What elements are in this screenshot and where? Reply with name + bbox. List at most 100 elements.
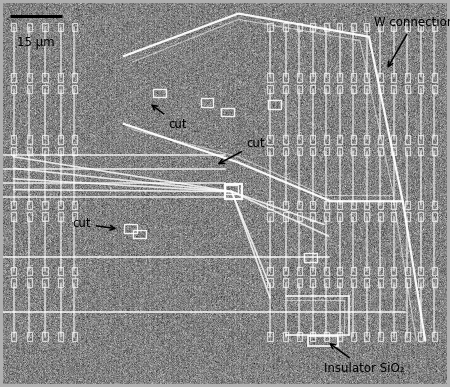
- Bar: [11, 135, 16, 144]
- Bar: [27, 147, 32, 155]
- Bar: [391, 212, 396, 221]
- Bar: [58, 201, 63, 209]
- Bar: [432, 73, 437, 82]
- Bar: [283, 147, 288, 155]
- Bar: [364, 23, 369, 31]
- Bar: [297, 332, 302, 341]
- Bar: [310, 278, 315, 287]
- Bar: [201, 98, 213, 107]
- Bar: [364, 73, 369, 82]
- Bar: [283, 23, 288, 31]
- Bar: [418, 73, 423, 82]
- Bar: [378, 212, 383, 221]
- Bar: [432, 267, 437, 275]
- Bar: [58, 332, 63, 341]
- Bar: [432, 278, 437, 287]
- Bar: [27, 278, 32, 287]
- Bar: [351, 135, 356, 144]
- Bar: [283, 332, 288, 341]
- Bar: [283, 201, 288, 209]
- Bar: [324, 212, 329, 221]
- Bar: [153, 89, 166, 97]
- Bar: [351, 201, 356, 209]
- Bar: [58, 73, 63, 82]
- Bar: [11, 85, 16, 93]
- Bar: [391, 85, 396, 93]
- Bar: [337, 85, 342, 93]
- Bar: [364, 278, 369, 287]
- Bar: [283, 278, 288, 287]
- Bar: [58, 135, 63, 144]
- Bar: [27, 212, 32, 221]
- Bar: [391, 267, 396, 275]
- Bar: [337, 332, 342, 341]
- Bar: [133, 230, 146, 238]
- Bar: [337, 73, 342, 82]
- Bar: [418, 332, 423, 341]
- Bar: [58, 23, 63, 31]
- Bar: [267, 135, 273, 144]
- Bar: [304, 253, 317, 262]
- Bar: [364, 135, 369, 144]
- Bar: [267, 332, 273, 341]
- Bar: [27, 73, 32, 82]
- Bar: [11, 212, 16, 221]
- Bar: [405, 212, 410, 221]
- Bar: [405, 278, 410, 287]
- Bar: [310, 73, 315, 82]
- Bar: [42, 332, 48, 341]
- Bar: [432, 212, 437, 221]
- Bar: [432, 23, 437, 31]
- Bar: [351, 278, 356, 287]
- Bar: [11, 267, 16, 275]
- Bar: [42, 135, 48, 144]
- Bar: [27, 267, 32, 275]
- Bar: [267, 212, 273, 221]
- Bar: [42, 212, 48, 221]
- Bar: [418, 135, 423, 144]
- Bar: [351, 267, 356, 275]
- Bar: [405, 23, 410, 31]
- Text: cut: cut: [219, 137, 265, 164]
- Bar: [11, 147, 16, 155]
- Text: W connection: W connection: [374, 16, 450, 67]
- Bar: [310, 147, 315, 155]
- Bar: [283, 73, 288, 82]
- Bar: [391, 147, 396, 155]
- Bar: [378, 201, 383, 209]
- Bar: [405, 85, 410, 93]
- Bar: [11, 332, 16, 341]
- Bar: [364, 267, 369, 275]
- Bar: [72, 278, 77, 287]
- Bar: [58, 267, 63, 275]
- Bar: [378, 267, 383, 275]
- Bar: [297, 85, 302, 93]
- Bar: [351, 85, 356, 93]
- Bar: [297, 212, 302, 221]
- Bar: [405, 201, 410, 209]
- Bar: [72, 135, 77, 144]
- Bar: [378, 332, 383, 341]
- Bar: [42, 23, 48, 31]
- Bar: [267, 201, 273, 209]
- Bar: [11, 201, 16, 209]
- Bar: [58, 147, 63, 155]
- Bar: [11, 278, 16, 287]
- Bar: [297, 201, 302, 209]
- Bar: [268, 100, 281, 109]
- Bar: [310, 332, 315, 341]
- Bar: [351, 332, 356, 341]
- Bar: [364, 332, 369, 341]
- Bar: [418, 201, 423, 209]
- Bar: [72, 212, 77, 221]
- Bar: [432, 135, 437, 144]
- Bar: [351, 23, 356, 31]
- Bar: [378, 23, 383, 31]
- Text: Insulator SiO₂: Insulator SiO₂: [324, 344, 405, 375]
- Bar: [297, 135, 302, 144]
- Bar: [378, 147, 383, 155]
- Bar: [337, 23, 342, 31]
- Bar: [27, 85, 32, 93]
- Bar: [324, 278, 329, 287]
- Bar: [72, 23, 77, 31]
